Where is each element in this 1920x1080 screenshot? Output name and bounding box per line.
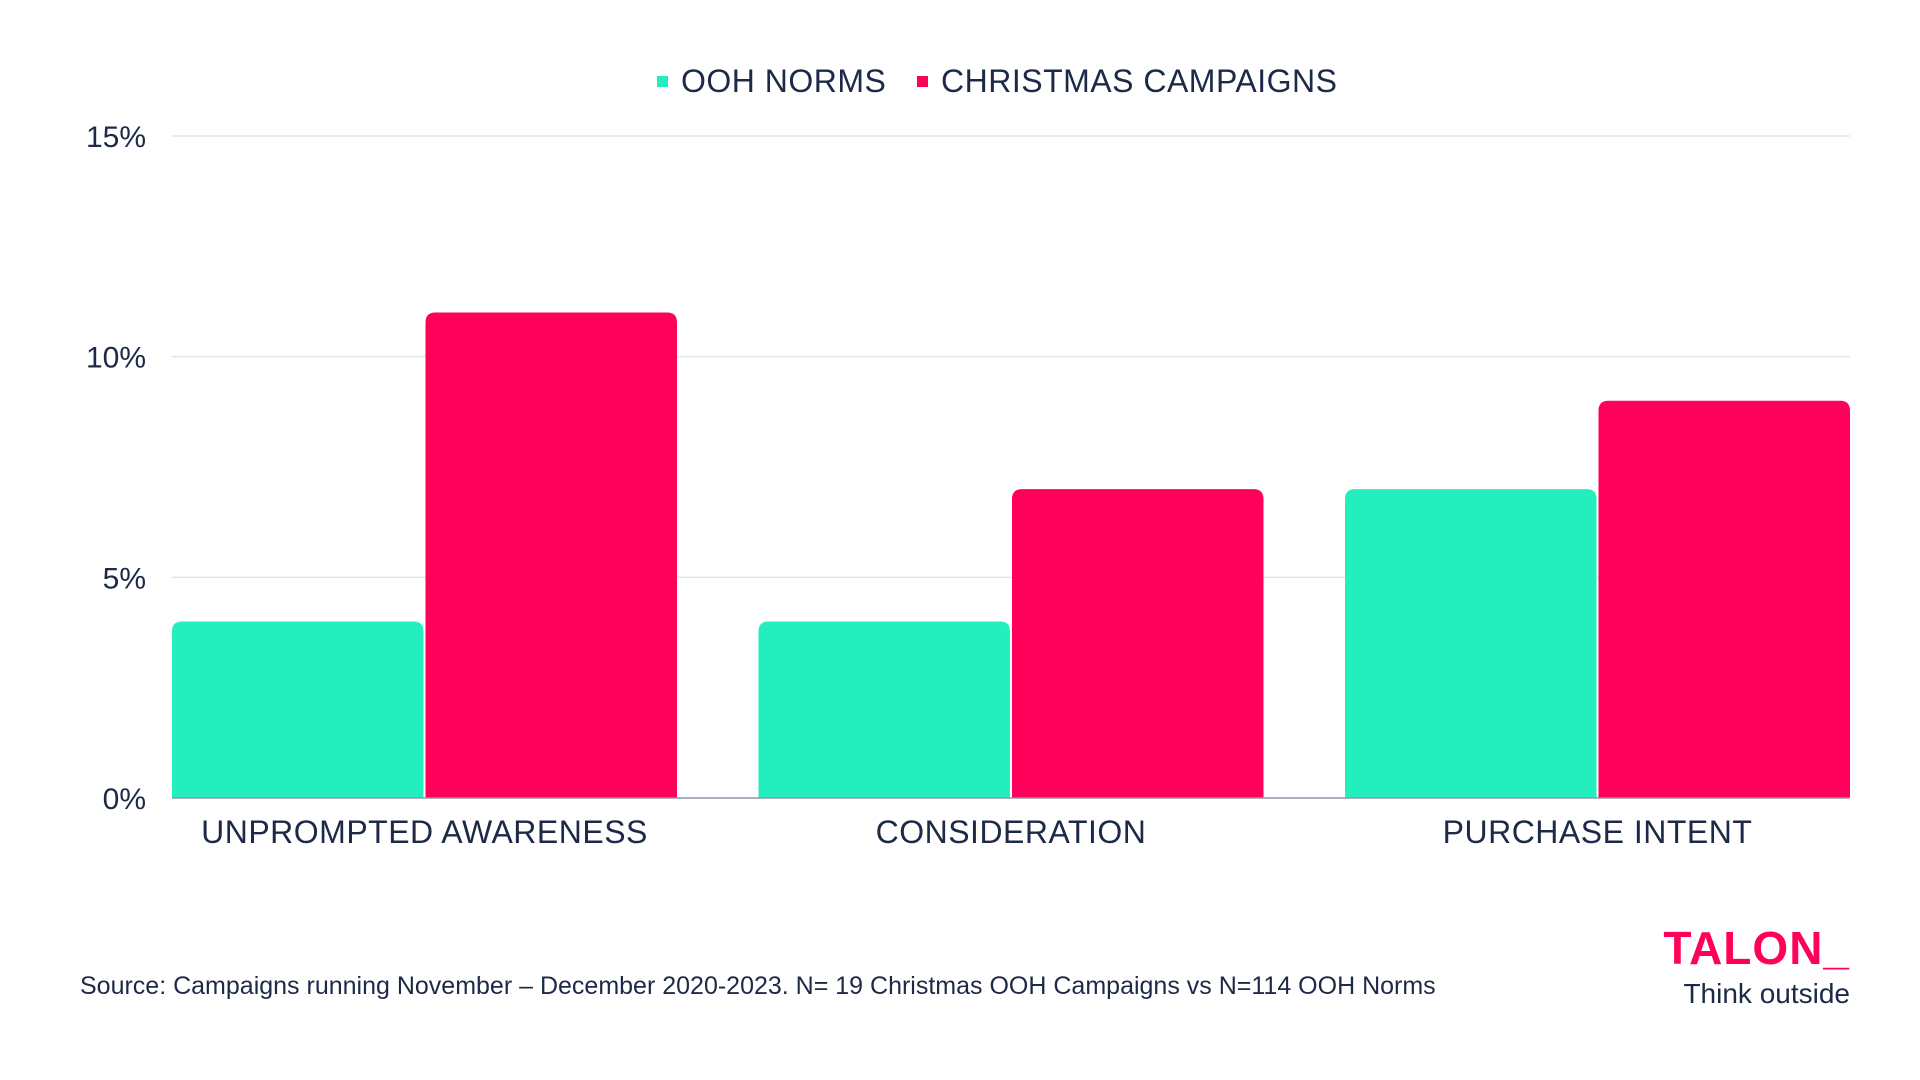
y-tick-label: 10%: [86, 342, 146, 375]
legend-swatch: [917, 76, 928, 87]
bar-christmas-campaigns: [1598, 400, 1850, 798]
source-note: Source: Campaigns running November – Dec…: [80, 972, 1436, 1000]
bar-ooh-norms: [172, 621, 424, 798]
grid-layer: [172, 135, 1850, 579]
legend-label: OOH NORMS: [681, 63, 886, 99]
bars-layer: [172, 312, 1850, 798]
x-tick-label: CONSIDERATION: [876, 814, 1147, 850]
legend-swatch: [657, 76, 668, 87]
bar-christmas-campaigns: [1012, 489, 1264, 798]
axis-layer: 0% 5% 10% 15% UNPROMPTED AWARENESS CONSIDERAT…: [86, 121, 1850, 850]
legend-label: CHRISTMAS CAMPAIGNS: [941, 63, 1338, 99]
bar-ooh-norms: [758, 621, 1010, 798]
y-tick-label: 5%: [103, 562, 146, 595]
bar-christmas-campaigns: [425, 312, 677, 798]
legend: OOH NORMS CHRISTMAS CAMPAIGNS: [657, 63, 1338, 99]
brand-tagline: Think outside: [1683, 978, 1850, 1009]
x-tick-label: PURCHASE INTENT: [1443, 814, 1753, 850]
bar-ooh-norms: [1345, 489, 1597, 798]
talon-logo: TALON_: [1663, 922, 1850, 974]
x-tick-label: UNPROMPTED AWARENESS: [201, 814, 648, 850]
brand-block: TALON_ Think outside: [1663, 925, 1850, 1011]
y-tick-label: 0%: [103, 783, 146, 816]
y-tick-label: 15%: [86, 121, 146, 154]
